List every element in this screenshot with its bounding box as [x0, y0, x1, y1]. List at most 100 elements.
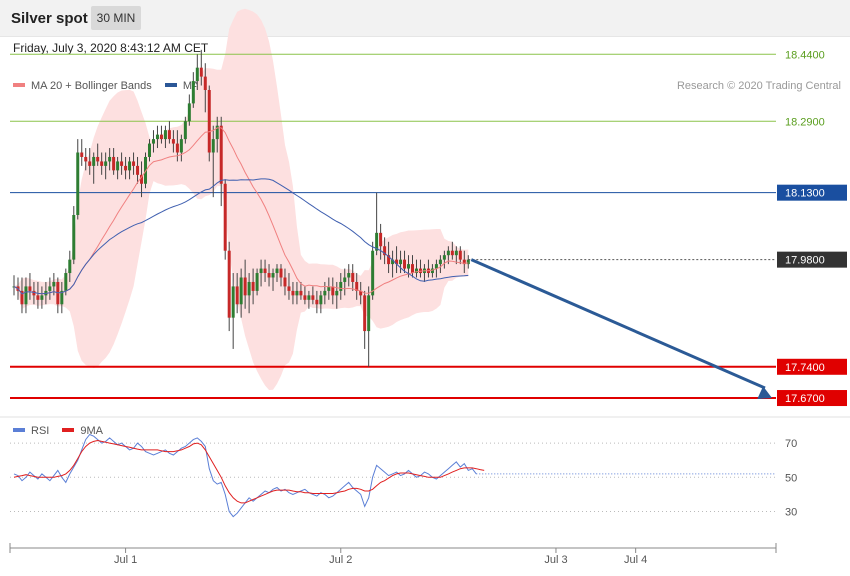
candle-body	[251, 281, 255, 291]
level-tag-support	[777, 390, 847, 407]
x-tick-label: Jul 1	[114, 554, 137, 566]
rsi-tick-label: 50	[785, 472, 797, 484]
candle-body	[379, 232, 383, 247]
candle-body	[307, 295, 311, 300]
candle-body	[247, 281, 251, 296]
candle-body	[68, 259, 72, 274]
legend-item-ma20: MA 20 + Bollinger Bands	[13, 80, 155, 92]
candle-body	[327, 286, 331, 291]
candle-body	[279, 268, 283, 278]
legend-label-rsi: RSI	[31, 425, 50, 437]
level-label-support: 17.7400	[785, 362, 825, 374]
candle-body	[124, 165, 128, 171]
candle-body	[263, 268, 267, 274]
candle-body	[199, 67, 203, 77]
candle-body	[271, 273, 275, 278]
candle-body	[108, 156, 112, 162]
candle-body	[323, 290, 327, 296]
candle-body	[283, 277, 287, 287]
candle-body	[155, 134, 159, 140]
candle-body	[387, 255, 391, 265]
candle-body	[60, 290, 64, 305]
x-tick-label: Jul 4	[624, 554, 647, 566]
timestamp: Friday, July 3, 2020 8:43:12 AM CET	[13, 41, 209, 55]
candle-body	[319, 295, 323, 305]
candle-body	[231, 286, 235, 318]
legend-label-9ma: 9MA	[80, 425, 104, 437]
candle-body	[136, 165, 140, 175]
legend-item-9ma: 9MA	[62, 425, 103, 437]
candle-body	[227, 250, 231, 318]
candle-body	[84, 156, 88, 162]
legend-swatch-9ma	[62, 428, 75, 433]
candle-body	[430, 268, 434, 274]
candle-body	[315, 299, 319, 305]
candle-body	[64, 273, 68, 291]
candle-body	[391, 259, 395, 265]
candle-body	[450, 250, 454, 256]
rsi-tick-label: 30	[785, 506, 797, 518]
candle-body	[40, 295, 44, 300]
candle-body	[331, 286, 335, 296]
candle-body	[383, 246, 387, 256]
candle-body	[167, 130, 171, 140]
candle-body	[466, 259, 470, 265]
copyright-text: Research © 2020 Trading Central	[676, 80, 841, 92]
candle-body	[335, 290, 339, 296]
candle-body	[179, 139, 183, 153]
candle-body	[407, 264, 411, 269]
candle-body	[28, 286, 32, 291]
legend-item-rsi: RSI	[13, 425, 52, 437]
candle-body	[462, 259, 466, 265]
candle-body	[144, 156, 148, 184]
current-price-label: 17.9800	[785, 255, 825, 267]
candle-body	[243, 277, 247, 296]
candle-body	[52, 281, 56, 287]
candle-body	[434, 264, 438, 269]
candle-body	[100, 161, 104, 166]
candle-body	[120, 161, 124, 166]
x-tick-label: Jul 3	[544, 554, 567, 566]
candle-body	[267, 273, 271, 278]
candle-body	[411, 264, 414, 274]
candle-body	[399, 259, 403, 265]
candle-body	[275, 268, 279, 274]
candle-body	[303, 295, 307, 300]
candle-body	[140, 174, 144, 184]
forecast-arrow-head	[757, 386, 772, 399]
candle-body	[339, 281, 343, 291]
rsi-legend: RSI 9MA	[13, 425, 103, 437]
candle-body	[203, 76, 207, 90]
candle-body	[395, 259, 399, 265]
candle-body	[414, 268, 418, 274]
candle-body	[239, 277, 243, 305]
candle-body	[183, 121, 187, 140]
level-tag-support	[777, 358, 847, 375]
candle-body	[458, 250, 462, 260]
candle-body	[355, 281, 359, 291]
level-label-resistance: 18.4400	[785, 49, 825, 61]
candle-body	[259, 268, 263, 274]
candle-body	[207, 90, 211, 153]
candle-body	[371, 250, 375, 296]
candle-body	[347, 273, 351, 278]
candle-body	[24, 286, 28, 305]
level-tag-pivot	[777, 184, 847, 201]
bollinger-band	[14, 8, 469, 391]
candle-body	[116, 161, 120, 171]
candle-body	[295, 290, 299, 296]
candle-body	[104, 161, 108, 166]
candle-body	[403, 259, 407, 269]
candle-body	[454, 250, 458, 256]
candle-body	[442, 255, 446, 260]
candle-body	[132, 161, 136, 166]
timeframe-selector[interactable]: 30 MIN	[91, 6, 141, 30]
current-price-tag	[777, 251, 847, 268]
candle-body	[159, 134, 163, 140]
candle-body	[311, 295, 315, 300]
candle-body	[76, 152, 80, 215]
legend-swatch-ma50	[164, 83, 177, 88]
candle-body	[291, 290, 295, 296]
